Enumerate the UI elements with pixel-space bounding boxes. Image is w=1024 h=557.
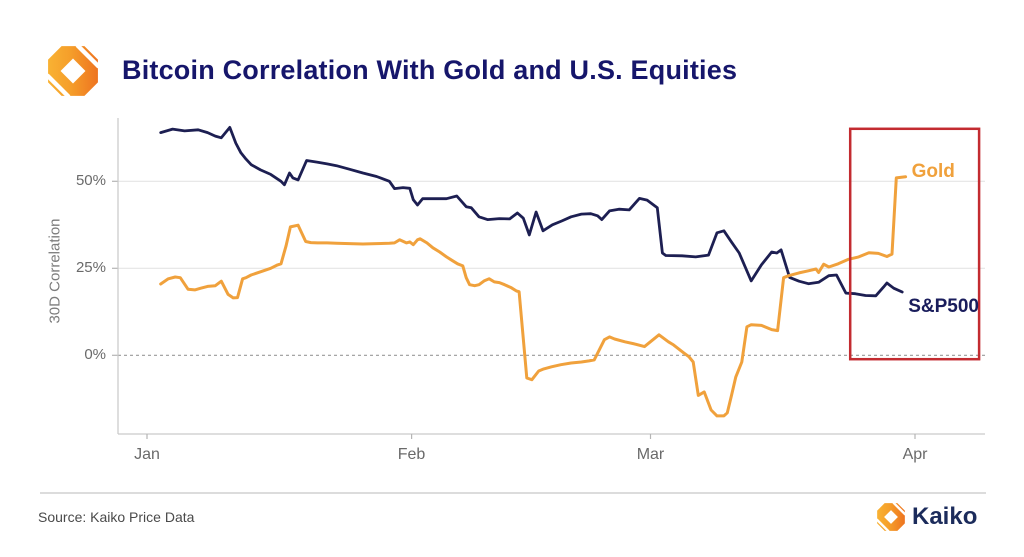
kaiko-logo-icon: [46, 44, 100, 98]
footer-divider: [40, 492, 986, 494]
source-text: Source: Kaiko Price Data: [38, 509, 195, 525]
kaiko-footer-logo-icon: [876, 502, 906, 532]
series-line-Gold: [159, 175, 908, 418]
page-title: Bitcoin Correlation With Gold and U.S. E…: [122, 55, 738, 85]
kaiko-wordmark: Kaiko: [912, 503, 978, 530]
y-axis-title: 30D Correlation: [46, 218, 64, 324]
series-line-S&P500: [159, 126, 904, 298]
highlight-box: [848, 127, 981, 361]
